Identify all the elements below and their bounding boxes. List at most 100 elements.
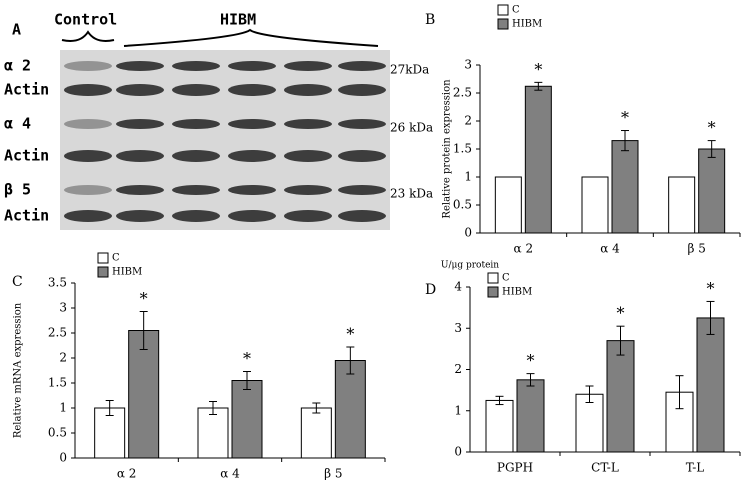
y-tick-label: 1.5 xyxy=(453,142,472,156)
band xyxy=(172,150,220,162)
size-label: 23 kDa xyxy=(390,187,433,201)
band xyxy=(172,84,220,96)
blot-background xyxy=(60,50,390,230)
bar xyxy=(197,407,229,459)
significance-mark: * xyxy=(346,325,354,344)
y-tick-label: 2 xyxy=(454,362,462,376)
band xyxy=(284,185,332,195)
panel-letter: C xyxy=(12,274,23,290)
y-tick-label: 0 xyxy=(59,451,67,465)
y-tick-label: 0.5 xyxy=(48,426,67,440)
significance-mark: * xyxy=(621,108,629,127)
band xyxy=(116,150,164,162)
bar xyxy=(94,407,126,459)
band xyxy=(228,210,276,222)
y-tick-label: 3 xyxy=(464,58,472,72)
legend-label: C xyxy=(112,253,120,264)
band xyxy=(284,150,332,162)
bar xyxy=(485,399,514,453)
legend-label: HIBM xyxy=(502,287,532,298)
panel-letter: D xyxy=(425,282,436,298)
size-label: 27kDa xyxy=(390,63,429,77)
legend-label: HIBM xyxy=(112,267,142,278)
error-bar xyxy=(243,371,251,390)
row-label: Actin xyxy=(4,81,49,99)
band xyxy=(172,61,220,71)
bar xyxy=(698,148,726,234)
band xyxy=(228,84,276,96)
band xyxy=(64,84,112,96)
band xyxy=(64,210,112,222)
y-tick-label: 0.5 xyxy=(453,198,472,212)
band xyxy=(284,61,332,71)
bar xyxy=(516,379,545,453)
bar xyxy=(581,176,609,234)
bar xyxy=(611,140,639,234)
band xyxy=(116,119,164,129)
error-bar xyxy=(105,400,114,416)
y-tick-label: 2 xyxy=(59,351,67,365)
y-tick-label: 2.5 xyxy=(48,326,67,340)
legend-label: C xyxy=(502,273,510,284)
significance-mark: * xyxy=(534,60,542,79)
error-bar xyxy=(312,402,321,414)
y-axis-label: U/μg protein xyxy=(441,261,499,271)
bar xyxy=(494,176,522,234)
row-label: α 2 xyxy=(4,57,31,75)
significance-mark: * xyxy=(707,279,715,298)
error-bar xyxy=(346,346,355,375)
band xyxy=(172,119,220,129)
error-bar xyxy=(585,385,594,403)
error-bar xyxy=(209,401,217,415)
blot-panel: A Control HIBM α 2 27kDa Actin α 4 26 kDa Actin β… xyxy=(4,11,433,230)
legend-label: C xyxy=(512,5,520,16)
y-tick-label: 3 xyxy=(59,301,67,315)
error-bar xyxy=(139,311,148,350)
error-bar xyxy=(706,300,715,335)
bar xyxy=(334,360,366,459)
band xyxy=(338,150,386,162)
bracket xyxy=(123,28,379,47)
y-tick-label: 0 xyxy=(464,226,472,240)
error-bar xyxy=(616,325,625,356)
legend-swatch xyxy=(497,4,509,16)
band xyxy=(284,84,332,96)
x-tick-label: T-L xyxy=(686,461,705,475)
band xyxy=(284,210,332,222)
band xyxy=(284,119,332,129)
legend-swatch xyxy=(97,252,109,264)
error-bar xyxy=(526,373,535,387)
error-bar xyxy=(707,140,716,158)
bar xyxy=(231,380,263,459)
significance-mark: * xyxy=(617,304,625,323)
y-tick-label: 2 xyxy=(464,114,472,128)
significance-mark: * xyxy=(708,118,716,137)
x-tick-label: β 5 xyxy=(324,467,342,481)
x-tick-label: PGPH xyxy=(497,461,533,475)
bar xyxy=(524,85,552,234)
band xyxy=(338,84,386,96)
x-tick-label: α 2 xyxy=(117,467,137,481)
y-tick-label: 1 xyxy=(464,170,472,184)
error-bar xyxy=(495,395,504,406)
legend-swatch xyxy=(487,286,499,298)
band xyxy=(228,61,276,71)
error-bar xyxy=(534,81,543,91)
error-bar xyxy=(621,130,629,152)
bar xyxy=(696,317,725,453)
row-label: α 4 xyxy=(4,115,31,133)
significance-mark: * xyxy=(140,289,148,308)
bar xyxy=(606,340,635,453)
significance-mark: * xyxy=(527,351,535,370)
band xyxy=(172,185,220,195)
legend-label: HIBM xyxy=(512,19,542,30)
band xyxy=(228,119,276,129)
size-label: 26 kDa xyxy=(390,121,433,135)
x-tick-label: α 4 xyxy=(220,467,240,481)
row-label: Actin xyxy=(4,207,49,225)
band xyxy=(116,61,164,71)
y-tick-label: 1.5 xyxy=(48,376,67,390)
band xyxy=(64,185,112,195)
band xyxy=(116,185,164,195)
band xyxy=(172,210,220,222)
